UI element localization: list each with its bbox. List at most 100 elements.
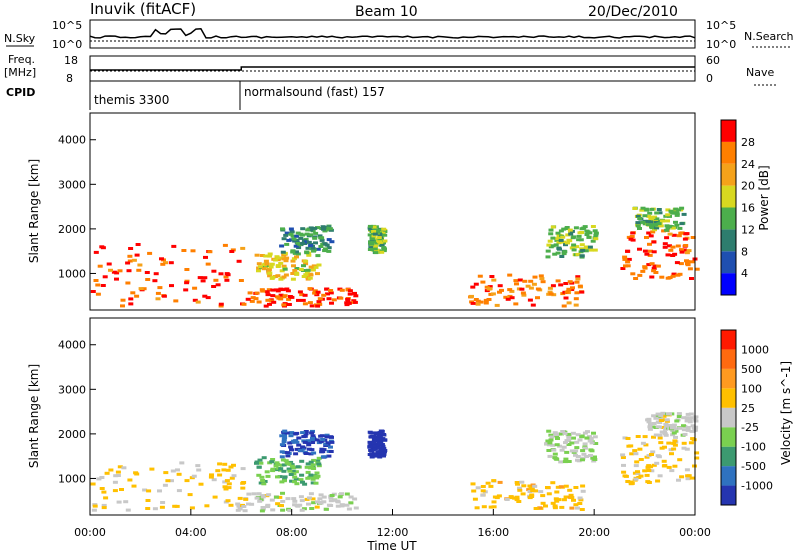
heatmap-cell [674,419,680,423]
heatmap-cell [289,463,295,467]
heatmap-cell [97,264,103,268]
heatmap-cell [371,440,377,444]
heatmap-cell [567,239,573,243]
heatmap-cell [264,290,270,294]
heatmap-cell [654,461,660,465]
heatmap-cell [285,454,291,458]
heatmap-cell [353,506,359,510]
heatmap-cell [285,289,291,293]
colorbar-swatch [721,368,736,389]
heatmap-cell [625,437,631,440]
heatmap-cell [318,434,324,438]
heatmap-cell [669,469,675,473]
heatmap-cell [307,475,313,479]
y-tick-label: 2000 [58,428,86,441]
heatmap-cell [292,480,297,484]
heatmap-cell [550,236,556,240]
heatmap-cell [555,251,561,255]
heatmap-cell [307,276,313,280]
heatmap-cell [258,461,264,465]
heatmap-cell [642,214,648,218]
heatmap-cell [647,427,653,431]
heatmap-cell [672,464,678,468]
heatmap-cell [592,458,598,461]
heatmap-cell [106,262,112,266]
heatmap-cell [663,422,669,426]
heatmap-cell [269,498,275,502]
nave-tick-top: 60 [706,54,720,67]
heatmap-cell [126,269,132,273]
heatmap-cell [673,220,678,224]
heatmap-cell [367,248,373,251]
heatmap-cell [278,277,284,281]
heatmap-cell [654,211,660,215]
heatmap-cell [668,248,674,252]
colorbar-frame [720,119,737,296]
heatmap-cell [563,282,569,285]
heatmap-cell [626,257,632,261]
heatmap-cell [319,447,325,451]
colorbar-swatch [721,163,736,186]
heatmap-cell [593,231,599,235]
heatmap-cell [650,450,656,454]
heatmap-cell [266,493,272,497]
heatmap-cell [577,438,583,442]
heatmap-cell [538,274,544,278]
heatmap-cell [555,437,560,440]
heatmap-cell [377,442,383,446]
heatmap-cell [671,233,677,237]
heatmap-cell [367,440,373,444]
heatmap-cell [181,249,187,252]
heatmap-cell [222,462,228,466]
heatmap-cell [348,495,354,499]
heatmap-cell [488,484,494,488]
heatmap-cell [205,296,211,300]
heatmap-cell [315,254,321,258]
heatmap-cell [291,237,297,241]
velocity-yticks: 1000 2000 3000 4000 [58,339,96,485]
heatmap-cell [261,482,267,486]
heatmap-cell [305,462,311,466]
heatmap-cell [211,478,217,482]
colorbar-tick-label: 500 [741,363,762,376]
heatmap-cell [279,434,285,438]
heatmap-cell [267,254,272,258]
heatmap-cell [637,247,642,251]
heatmap-cell [302,482,308,486]
heatmap-cell [367,453,373,456]
heatmap-cell [316,464,322,468]
x-tick-label: 08:00 [276,526,308,539]
heatmap-cell [368,442,374,446]
heatmap-cell [670,245,676,249]
heatmap-cell [684,419,690,423]
heatmap-cell [302,293,308,297]
heatmap-cell [545,486,550,489]
date-title: 20/Dec/2010 [588,4,678,20]
heatmap-cell [552,252,558,256]
heatmap-cell [469,294,474,298]
heatmap-cell [240,481,246,485]
heatmap-cell [657,474,663,478]
heatmap-cell [304,250,310,254]
heatmap-cell [236,504,242,508]
heatmap-cell [174,504,180,508]
heatmap-cell [281,257,287,261]
heatmap-cell [657,211,663,215]
heatmap-cell [308,273,314,277]
heatmap-cell [508,495,514,499]
heatmap-cell [571,498,576,502]
heatmap-cell [671,431,677,435]
heatmap-cell [280,508,286,512]
heatmap-cell [308,233,314,237]
power-yticks: 1000 2000 3000 4000 [58,134,96,280]
heatmap-cell [647,253,653,257]
heatmap-cell [653,223,659,226]
heatmap-cell [632,449,638,453]
heatmap-cell [303,262,309,266]
heatmap-cell [635,214,641,218]
heatmap-cell [565,233,571,237]
heatmap-cell [580,458,585,462]
heatmap-cell [265,474,271,478]
heatmap-cell [310,477,316,481]
heatmap-cell [681,446,687,450]
